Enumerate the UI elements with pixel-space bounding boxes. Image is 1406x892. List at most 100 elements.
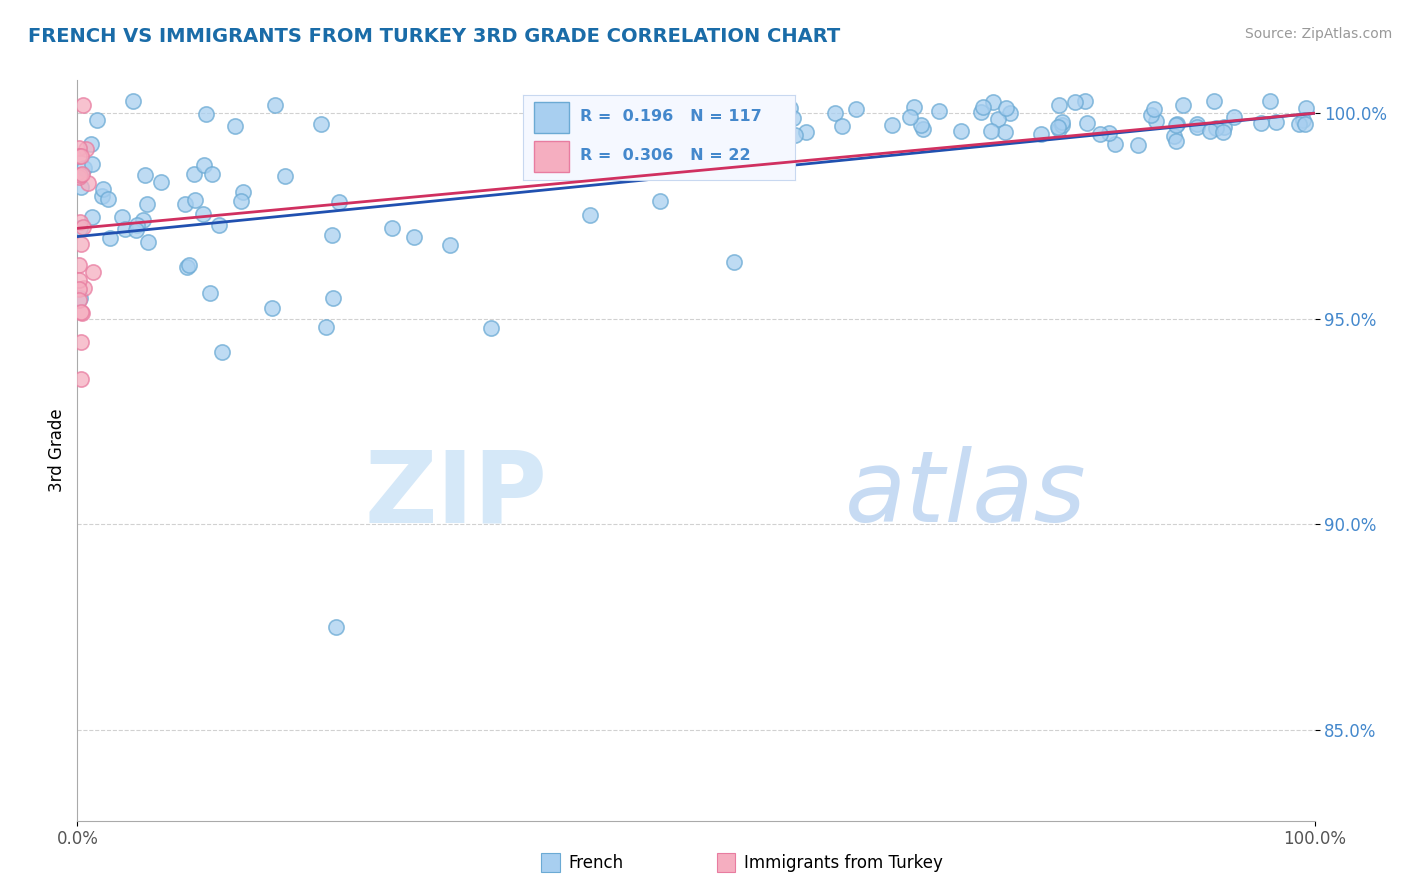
- Point: [70, 335, 93, 350]
- Point: [1104, 136, 1126, 151]
- Point: [995, 101, 1018, 115]
- Point: [75, 142, 97, 156]
- Point: [195, 107, 218, 121]
- Point: [1076, 115, 1098, 129]
- Point: [198, 285, 221, 300]
- Point: [122, 94, 145, 108]
- Point: [898, 110, 921, 124]
- Point: [224, 119, 246, 133]
- Point: [127, 218, 149, 232]
- Point: [845, 102, 868, 116]
- Y-axis label: 3rd Grade: 3rd Grade: [48, 409, 66, 492]
- Point: [910, 119, 932, 133]
- Point: [174, 197, 197, 211]
- Point: [928, 103, 950, 118]
- Point: [315, 320, 337, 334]
- Point: [176, 260, 198, 274]
- Point: [1250, 116, 1272, 130]
- Text: French: French: [568, 854, 623, 871]
- Point: [981, 95, 1004, 110]
- Point: [184, 194, 207, 208]
- Point: [560, 137, 582, 152]
- Text: FRENCH VS IMMIGRANTS FROM TURKEY 3RD GRADE CORRELATION CHART: FRENCH VS IMMIGRANTS FROM TURKEY 3RD GRA…: [28, 27, 841, 45]
- Point: [1074, 94, 1097, 108]
- Point: [70, 372, 93, 386]
- Point: [67, 293, 90, 308]
- Point: [1029, 127, 1052, 141]
- Point: [579, 209, 602, 223]
- Point: [637, 164, 659, 178]
- Point: [90, 189, 112, 203]
- Point: [824, 106, 846, 120]
- Point: [134, 168, 156, 182]
- Text: Immigrants from Turkey: Immigrants from Turkey: [744, 854, 942, 871]
- Point: [1166, 117, 1188, 131]
- Point: [381, 221, 404, 235]
- Point: [783, 128, 806, 142]
- Text: atlas: atlas: [845, 446, 1085, 543]
- Point: [1047, 98, 1070, 112]
- Point: [1047, 120, 1070, 134]
- Point: [72, 306, 94, 320]
- Point: [77, 177, 100, 191]
- Point: [949, 124, 972, 138]
- Point: [150, 175, 173, 189]
- Point: [67, 149, 90, 163]
- Point: [114, 221, 136, 235]
- Point: [775, 113, 797, 128]
- Point: [1144, 114, 1167, 128]
- Point: [1204, 94, 1226, 108]
- Point: [1198, 124, 1220, 138]
- Point: [1294, 117, 1316, 131]
- Point: [86, 113, 108, 128]
- Point: [548, 128, 571, 142]
- Point: [972, 100, 994, 114]
- Point: [80, 210, 103, 224]
- Point: [1258, 94, 1281, 108]
- Point: [200, 167, 222, 181]
- Point: [779, 101, 801, 115]
- Point: [67, 170, 90, 185]
- Point: [93, 182, 115, 196]
- Point: [208, 218, 231, 232]
- Point: [479, 321, 502, 335]
- Point: [987, 112, 1010, 126]
- Point: [1047, 121, 1070, 136]
- Point: [1143, 102, 1166, 116]
- Point: [193, 158, 215, 172]
- Point: [880, 118, 903, 132]
- Point: [70, 237, 93, 252]
- Point: [72, 219, 94, 234]
- Point: [1163, 128, 1185, 143]
- Point: [69, 291, 91, 305]
- Point: [970, 105, 993, 120]
- Point: [328, 195, 350, 210]
- Point: [260, 301, 283, 316]
- Point: [782, 111, 804, 125]
- Point: [1212, 124, 1234, 138]
- Point: [72, 98, 94, 112]
- Point: [980, 124, 1002, 138]
- Point: [1166, 134, 1188, 148]
- Point: [994, 124, 1017, 138]
- Point: [402, 230, 425, 244]
- Point: [1098, 126, 1121, 140]
- Point: [98, 231, 121, 245]
- Point: [69, 221, 91, 235]
- Point: [274, 169, 297, 183]
- Point: [796, 125, 818, 139]
- Point: [1128, 137, 1150, 152]
- Point: [69, 215, 91, 229]
- Point: [1223, 110, 1246, 124]
- Point: [67, 282, 90, 296]
- Point: [1050, 115, 1073, 129]
- Point: [1185, 120, 1208, 134]
- Point: [70, 180, 93, 194]
- Point: [309, 117, 332, 131]
- Point: [1088, 128, 1111, 142]
- Point: [211, 344, 233, 359]
- Point: [69, 168, 91, 182]
- Point: [138, 235, 160, 250]
- Point: [322, 291, 344, 305]
- Point: [82, 265, 104, 279]
